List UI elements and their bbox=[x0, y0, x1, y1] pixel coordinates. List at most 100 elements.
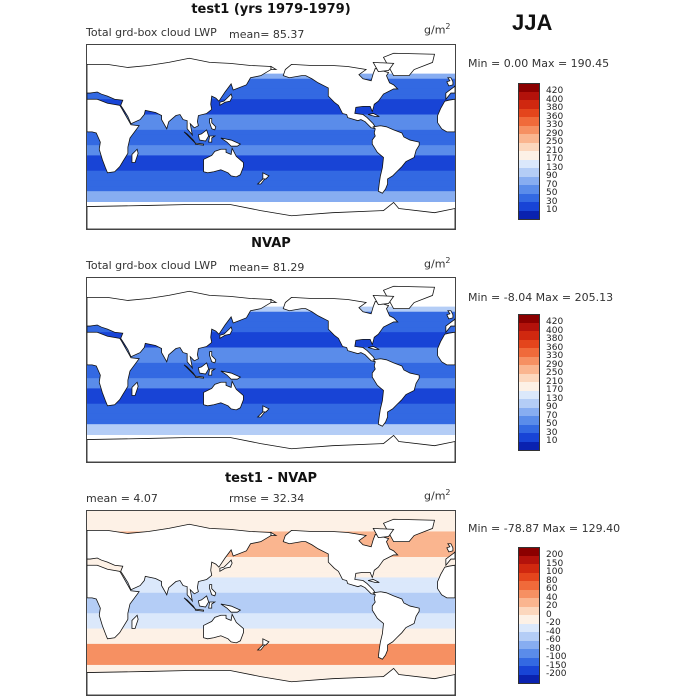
field-band bbox=[87, 654, 455, 660]
field-band bbox=[87, 170, 455, 177]
colorbar-swatch bbox=[518, 632, 540, 641]
landmass bbox=[183, 364, 196, 377]
colorbar-tick-label: 330 bbox=[546, 120, 564, 130]
landmass bbox=[87, 98, 140, 174]
landmass bbox=[183, 131, 196, 144]
colorbar-swatch bbox=[518, 399, 540, 408]
colorbar-swatch bbox=[518, 365, 540, 374]
landmass bbox=[256, 411, 266, 418]
colorbar-swatch bbox=[518, 125, 540, 135]
colorbar-tick-label: 100 bbox=[546, 567, 564, 577]
landmass bbox=[256, 644, 266, 651]
landmass bbox=[262, 172, 270, 180]
colorbar-tick-label: 80 bbox=[546, 575, 558, 586]
field-band bbox=[87, 332, 455, 338]
colorbar-tick-label: 360 bbox=[546, 111, 564, 122]
field-band bbox=[87, 562, 455, 568]
colorbar-tick-label: 210 bbox=[546, 376, 564, 387]
colorbar-swatch bbox=[518, 572, 540, 582]
colorbar-swatch bbox=[518, 555, 540, 565]
landmass bbox=[131, 381, 139, 396]
panel-3-mean: mean = 4.07 bbox=[86, 492, 158, 505]
landmass bbox=[209, 118, 217, 131]
world-map bbox=[87, 45, 455, 229]
colorbar-swatch bbox=[518, 640, 540, 650]
field-band bbox=[87, 541, 455, 548]
field-band bbox=[87, 572, 455, 579]
field-band bbox=[87, 582, 455, 589]
field-band bbox=[87, 388, 455, 395]
landmass bbox=[445, 551, 455, 567]
field-band bbox=[87, 577, 455, 584]
field-band bbox=[87, 165, 455, 172]
colorbar-tick-label: 330 bbox=[546, 351, 564, 361]
landmass bbox=[87, 564, 140, 640]
colorbar-swatch bbox=[518, 666, 540, 675]
field-band bbox=[87, 357, 455, 364]
landmass bbox=[382, 518, 436, 543]
colorbar-tick-label: 380 bbox=[546, 334, 564, 344]
landmass bbox=[371, 358, 420, 427]
panel-1-variable-label: Total grd-box cloud LWP bbox=[86, 26, 217, 39]
colorbar-tick-label: 170 bbox=[546, 154, 564, 164]
field-band bbox=[87, 311, 455, 318]
landmass bbox=[208, 135, 217, 143]
landmass bbox=[437, 564, 455, 599]
field-band bbox=[87, 424, 455, 430]
landmass bbox=[219, 93, 233, 107]
coastlines bbox=[87, 52, 455, 229]
field-band bbox=[87, 104, 455, 110]
landmass bbox=[220, 603, 242, 613]
colorbar-swatch bbox=[518, 441, 540, 451]
colorbar-swatch bbox=[518, 117, 540, 126]
field-band bbox=[87, 408, 455, 415]
landmass bbox=[131, 148, 139, 163]
colorbar-tick-label: 420 bbox=[546, 86, 564, 96]
field-band bbox=[87, 633, 455, 640]
landmass bbox=[446, 77, 454, 87]
landmass bbox=[183, 597, 196, 610]
field-band bbox=[87, 628, 455, 635]
panel-2-minmax: Min = -8.04 Max = 205.13 bbox=[468, 291, 614, 304]
landmass bbox=[437, 331, 455, 366]
colorbar-tick-label: 10 bbox=[546, 205, 558, 215]
panel-2-units: g/m2 bbox=[424, 256, 451, 271]
landmass bbox=[203, 613, 244, 644]
colorbar-tick-label: 400 bbox=[546, 94, 564, 105]
coastlines bbox=[87, 285, 455, 462]
field-band bbox=[87, 623, 455, 630]
field-band bbox=[87, 140, 455, 146]
field-band bbox=[87, 352, 455, 359]
field-band bbox=[87, 88, 455, 95]
field-band bbox=[87, 119, 455, 126]
landmass bbox=[270, 65, 278, 70]
colorbar-swatch bbox=[518, 142, 540, 152]
landmass bbox=[87, 57, 272, 137]
colorbar-swatch bbox=[518, 606, 540, 616]
colorbar-swatch bbox=[518, 382, 540, 391]
landmass bbox=[219, 559, 233, 573]
colorbar-tick-label: 0 bbox=[546, 609, 552, 620]
field-band bbox=[87, 114, 455, 121]
colorbar-tick-label: -150 bbox=[546, 660, 567, 671]
colorbar-swatch bbox=[518, 159, 540, 169]
panel-1-title: test1 (yrs 1979-1979) bbox=[191, 2, 351, 17]
colorbar-tick-label: 70 bbox=[546, 410, 558, 421]
colorbar-tick-label: -20 bbox=[546, 618, 561, 628]
field-band bbox=[87, 587, 455, 594]
field-band bbox=[87, 78, 455, 85]
landmass bbox=[220, 137, 242, 147]
colorbar-tick-label: -60 bbox=[546, 635, 561, 645]
field-band bbox=[87, 83, 455, 90]
colorbar-swatch bbox=[518, 185, 540, 194]
landmass bbox=[367, 579, 380, 583]
panel-1-minmax: Min = 0.00 Max = 190.45 bbox=[468, 57, 610, 70]
field-band bbox=[87, 134, 455, 141]
field-band bbox=[87, 306, 455, 313]
landmass bbox=[372, 61, 395, 73]
colorbar-tick-label: 380 bbox=[546, 103, 564, 113]
landmass bbox=[270, 298, 278, 303]
panel-3-title: test1 - NVAP bbox=[224, 471, 318, 486]
field-band bbox=[87, 618, 455, 625]
field-band bbox=[87, 347, 455, 354]
